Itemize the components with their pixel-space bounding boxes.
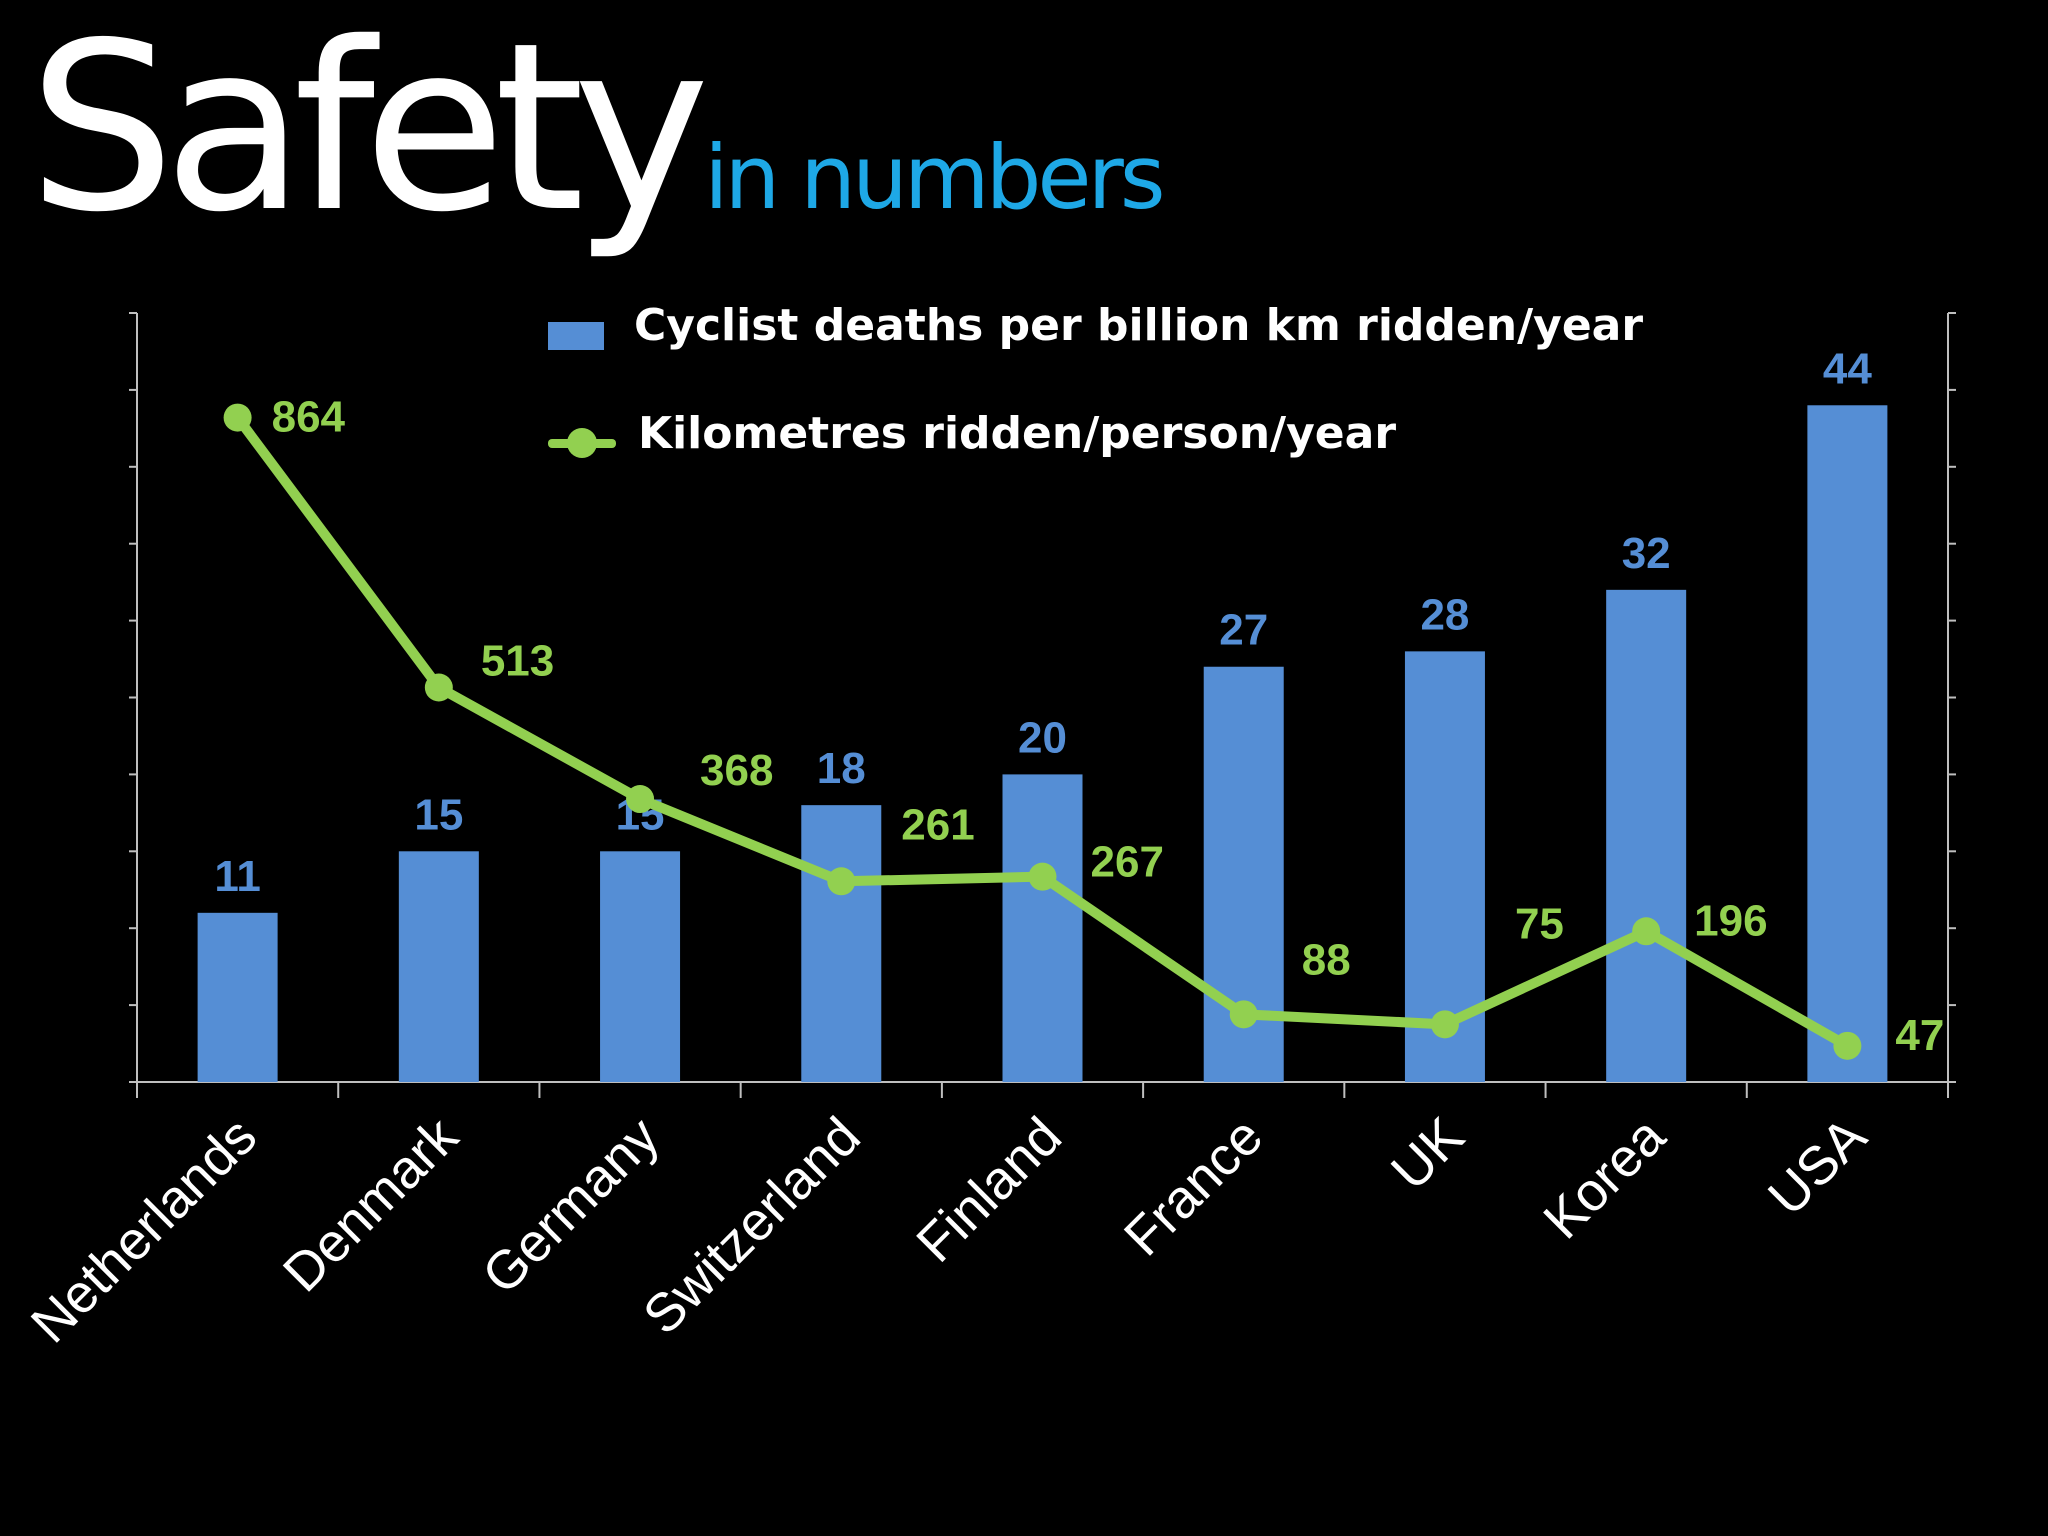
bar-data-label: 28 [1420, 590, 1469, 639]
bar-finland [1002, 774, 1083, 1082]
line-data-label: 75 [1515, 899, 1564, 948]
line-point-korea [1632, 917, 1661, 946]
line-point-netherlands [223, 403, 252, 432]
bar-data-label: 15 [414, 790, 463, 839]
legend-item-line: Kilometres ridden/person/year [548, 408, 1643, 516]
category-label: Denmark [272, 1105, 470, 1303]
line-data-label: 513 [481, 637, 554, 686]
bar-usa [1807, 405, 1888, 1082]
bar-data-label: 20 [1018, 713, 1067, 762]
line-data-label: 196 [1694, 896, 1767, 945]
category-label: UK [1380, 1106, 1475, 1201]
line-point-finland [1028, 862, 1057, 891]
bar-data-label: 32 [1622, 529, 1671, 578]
title-main: Safety [28, 0, 710, 263]
line-point-uk [1430, 1010, 1459, 1039]
bar-data-label: 11 [214, 852, 261, 901]
line-data-label: 261 [901, 800, 974, 849]
line-point-denmark [424, 673, 453, 702]
legend-item-bar: Cyclist deaths per billion km ridden/yea… [548, 300, 1643, 408]
line-point-switzerland [827, 867, 856, 896]
legend-label-line: Kilometres ridden/person/year [638, 408, 1397, 459]
line-data-label: 47 [1895, 1011, 1944, 1060]
bar-data-label: 44 [1823, 344, 1872, 393]
line-data-label: 88 [1302, 935, 1351, 984]
chart-legend: Cyclist deaths per billion km ridden/yea… [548, 300, 1643, 516]
bar-denmark [398, 851, 479, 1082]
bar-netherlands [197, 912, 278, 1082]
category-label: Finland [905, 1106, 1073, 1274]
category-label: France [1113, 1106, 1274, 1267]
category-label: Switzerland [632, 1106, 872, 1346]
category-label: Korea [1532, 1105, 1677, 1250]
legend-swatch-line [548, 428, 616, 458]
bar-data-label: 18 [817, 744, 866, 793]
legend-swatch-bar [548, 322, 604, 350]
title-subtitle: in numbers [704, 126, 1165, 229]
bar-switzerland [801, 805, 882, 1082]
bar-germany [600, 851, 681, 1082]
category-label: Netherlands [20, 1106, 268, 1354]
line-data-label: 368 [700, 746, 773, 795]
line-point-usa [1833, 1031, 1862, 1060]
line-point-france [1229, 1000, 1258, 1029]
line-data-label: 267 [1091, 838, 1164, 887]
slide-title: Safetyin numbers [28, 12, 1166, 244]
category-label: USA [1757, 1106, 1878, 1227]
bar-korea [1606, 589, 1687, 1082]
line-point-germany [626, 785, 655, 814]
line-data-label: 864 [272, 393, 346, 442]
category-label: Germany [471, 1106, 670, 1305]
bar-data-label: 27 [1219, 606, 1268, 655]
legend-label-bar: Cyclist deaths per billion km ridden/yea… [634, 300, 1644, 351]
